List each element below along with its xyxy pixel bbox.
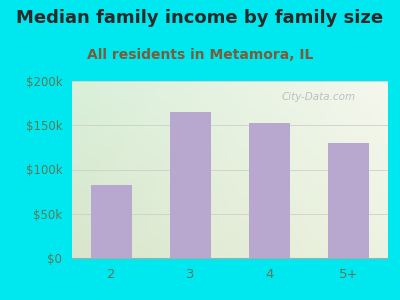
Bar bbox=[91, 185, 132, 258]
Bar bbox=[170, 112, 211, 258]
Bar bbox=[328, 143, 369, 258]
Text: City-Data.com: City-Data.com bbox=[282, 92, 356, 102]
Text: Median family income by family size: Median family income by family size bbox=[16, 9, 384, 27]
Bar bbox=[249, 124, 290, 258]
Text: All residents in Metamora, IL: All residents in Metamora, IL bbox=[87, 48, 313, 62]
